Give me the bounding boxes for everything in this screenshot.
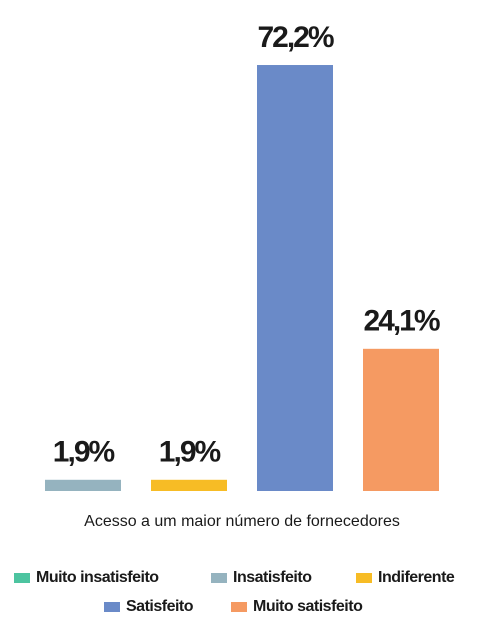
legend-label: Satisfeito <box>126 598 194 615</box>
legend-swatch <box>356 573 372 583</box>
bar <box>151 479 227 491</box>
legend-label: Muito satisfeito <box>253 598 363 615</box>
data-label: 72,2% <box>257 21 333 54</box>
bar <box>257 65 333 492</box>
x-tick-label: Acesso a um maior número de fornecedores <box>84 513 400 530</box>
bar <box>45 479 121 491</box>
legend-label: Indiferente <box>378 569 455 586</box>
legend-label: Muito insatisfeito <box>36 569 159 586</box>
bar <box>363 348 439 491</box>
data-label: 1,9% <box>53 436 115 469</box>
legend-swatch <box>104 602 120 612</box>
data-label: 24,1% <box>363 305 439 338</box>
legend-label: Insatisfeito <box>233 569 312 586</box>
legend-swatch <box>231 602 247 612</box>
legend-swatch <box>211 573 227 583</box>
legend-swatch <box>14 573 30 583</box>
data-label: 1,9% <box>159 436 221 469</box>
